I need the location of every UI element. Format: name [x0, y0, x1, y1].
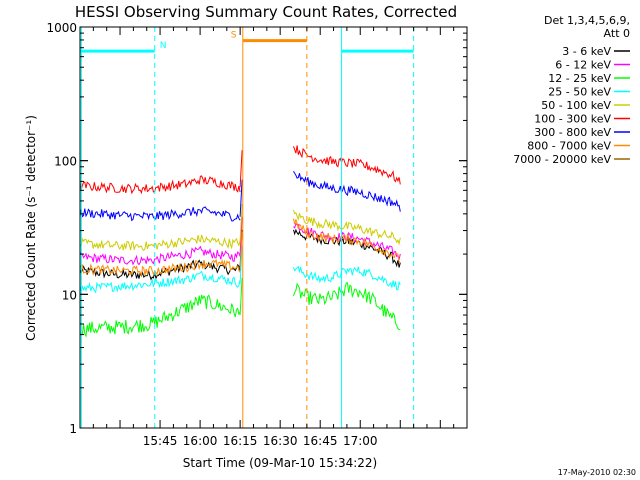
series-800-7000-kev-segment-1 — [293, 218, 401, 263]
x-axis-label: Start Time (09-Mar-10 15:34:22) — [183, 456, 377, 470]
bottom-timestamp: 17-May-2010 02:30 — [558, 468, 636, 477]
x-tick-label-1700: 17:00 — [343, 434, 378, 448]
plot-frame — [79, 26, 468, 429]
legend-label-3-6-kev: 3 - 6 keV — [562, 45, 611, 58]
series-100-300-kev-spike — [239, 150, 243, 188]
legend-label-7000-20000-kev: 7000 - 20000 keV — [513, 153, 611, 166]
x-tick-label-1600: 16:00 — [183, 434, 218, 448]
series-800-7000-kev-segment-0 — [79, 258, 241, 278]
series-3-6-kev-segment-0 — [79, 259, 241, 281]
legend-header-line-2: Att 0 — [604, 27, 630, 40]
x-tick-label-1615: 16:15 — [223, 434, 258, 448]
legend-label-12-25-kev: 12 - 25 keV — [548, 72, 611, 85]
legend-label-100-300-kev: 100 - 300 keV — [534, 113, 611, 126]
series-traces — [79, 145, 401, 338]
series-25-50-kev-segment-1 — [293, 265, 401, 291]
x-tick-label-1645: 16:45 — [303, 434, 338, 448]
flag-label-n: N — [160, 41, 167, 51]
legend-header: Det 1,3,4,5,6,9, Att 0 — [544, 14, 630, 40]
legend-label-300-800-kev: 300 - 800 keV — [534, 126, 611, 139]
series-300-800-kev-segment-0 — [79, 206, 241, 222]
flag-lines: NS — [80, 31, 414, 53]
series-800-7000-kev-spike — [239, 231, 243, 269]
series-25-50-kev-spike — [239, 246, 243, 284]
series-300-800-kev-spike — [239, 179, 243, 217]
y-tick-label-1000: 1000 — [46, 21, 77, 35]
series-12-25-kev-segment-0 — [79, 294, 241, 338]
y-tick-label-1: 1 — [69, 422, 77, 436]
x-tick-label-1545: 15:45 — [143, 434, 178, 448]
series-6-12-kev-segment-0 — [79, 245, 241, 266]
legend-label-800-7000-kev: 800 - 7000 keV — [527, 140, 611, 153]
legend-label-6-12-kev: 6 - 12 keV — [555, 59, 611, 72]
series-12-25-kev-spike — [239, 277, 243, 316]
flag-label-s: S — [231, 31, 237, 41]
y-tick-label-10: 10 — [62, 288, 77, 302]
series-300-800-kev-segment-1 — [293, 171, 401, 212]
plot-axes: 1 10 100 1000 15:45 16:00 16:15 16:30 16:45 17:00 — [46, 21, 468, 448]
legend-label-50-100-kev: 50 - 100 keV — [541, 99, 611, 112]
y-axis-label-group: Corrected Count Rate (s⁻¹ detector⁻¹) — [24, 115, 38, 341]
series-6-12-kev-spike — [239, 216, 243, 255]
legend-header-line-1: Det 1,3,4,5,6,9, — [544, 14, 630, 27]
series-100-300-kev-segment-0 — [79, 175, 241, 195]
series-50-100-kev-segment-0 — [79, 234, 241, 251]
series-100-300-kev-segment-1 — [293, 145, 401, 185]
series-12-25-kev-segment-1 — [293, 282, 401, 331]
series-25-50-kev-segment-0 — [79, 270, 241, 294]
y-axis-label: Corrected Count Rate (s⁻¹ detector⁻¹) — [24, 115, 38, 341]
legend-label-25-50-kev: 25 - 50 keV — [548, 86, 611, 99]
y-tick-label-100: 100 — [54, 155, 77, 169]
vertical-markers — [80, 27, 415, 428]
series-50-100-kev-segment-1 — [293, 209, 401, 246]
chart-title: HESSI Observing Summary Count Rates, Cor… — [75, 3, 457, 21]
x-tick-label-1630: 16:30 — [263, 434, 298, 448]
series-50-100-kev-spike — [239, 203, 243, 242]
